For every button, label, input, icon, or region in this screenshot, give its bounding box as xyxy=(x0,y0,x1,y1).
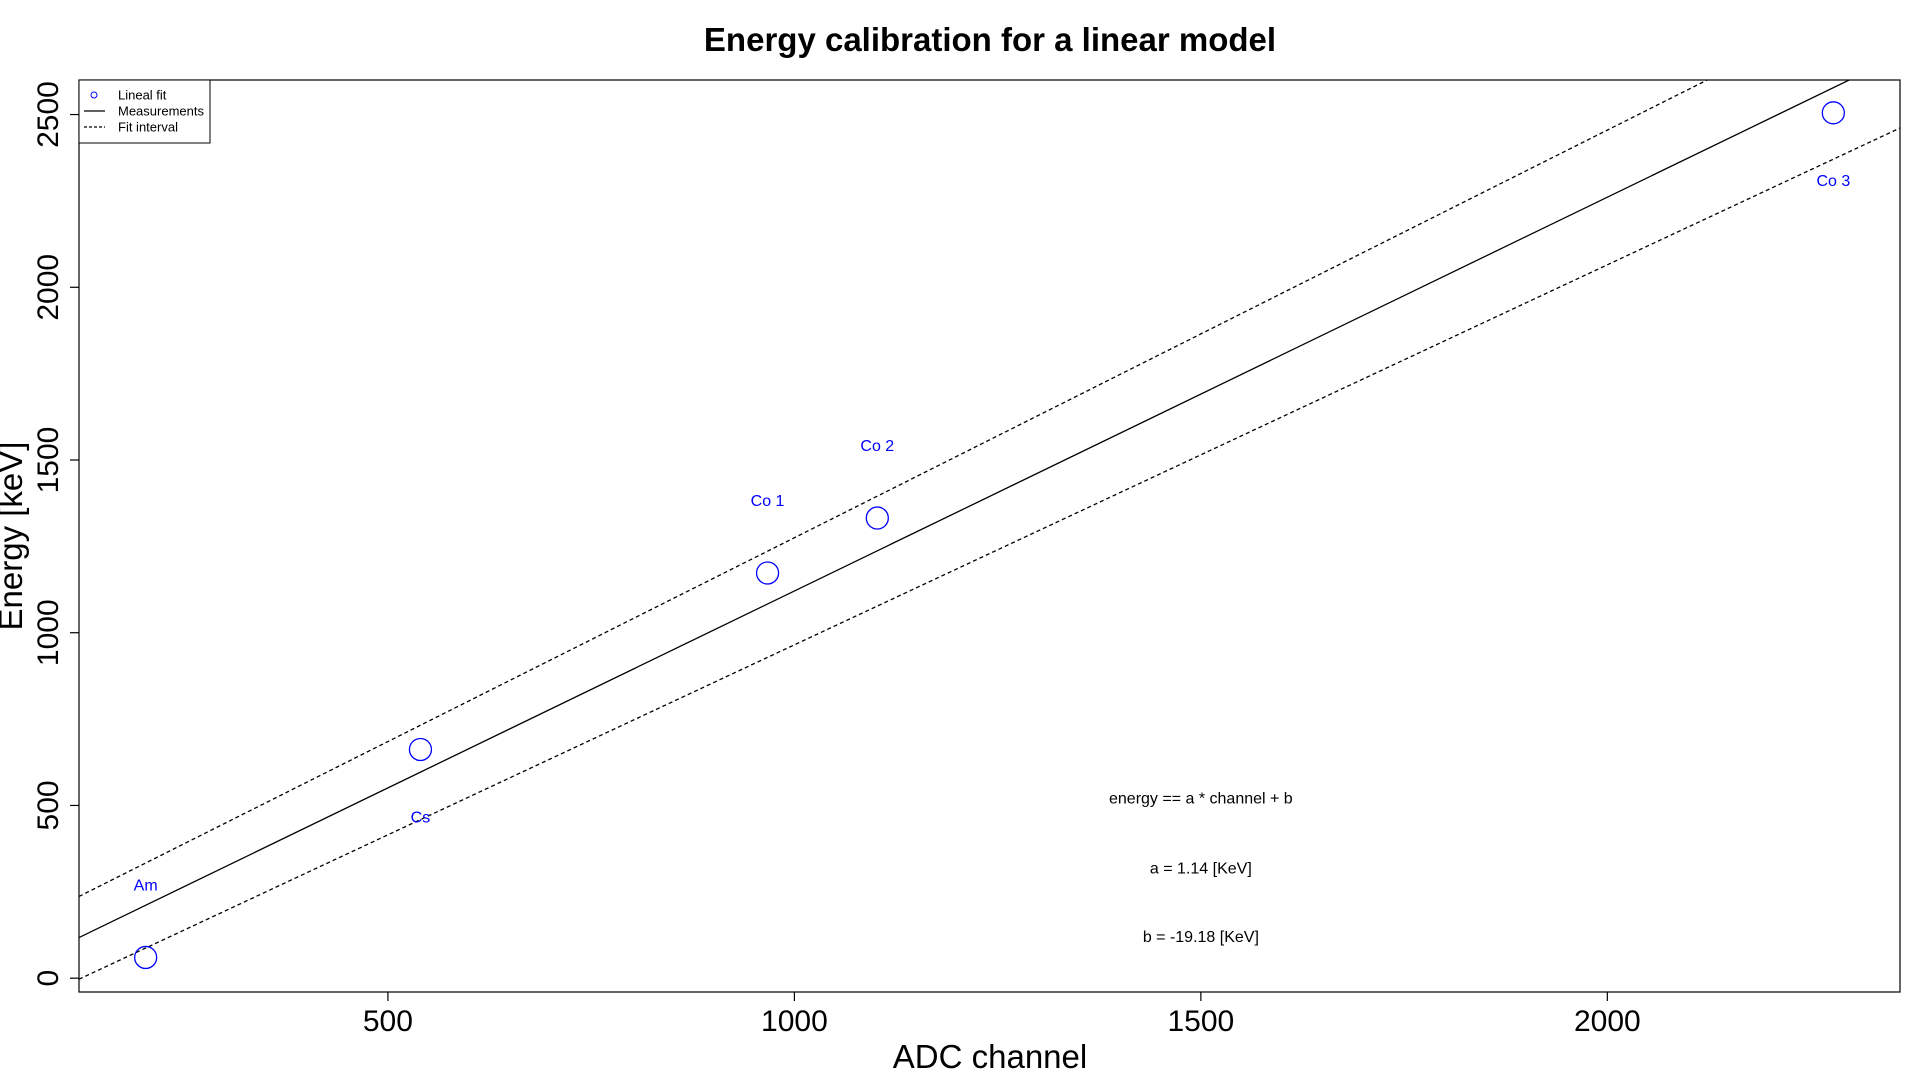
annotation-text: a = 1.14 [KeV] xyxy=(1150,861,1252,878)
x-axis-label: ADC channel xyxy=(893,1038,1087,1075)
data-point xyxy=(408,737,433,762)
plot-frame xyxy=(78,79,1901,993)
legend-entry-label: Measurements xyxy=(118,104,204,119)
annotation-text: b = -19.18 [KeV] xyxy=(1143,929,1259,946)
data-point xyxy=(134,945,158,970)
data-point xyxy=(1821,101,1845,125)
fit-interval-lower xyxy=(79,127,1900,980)
legend-point-icon xyxy=(90,91,98,99)
x-tick-label: 2000 xyxy=(1574,1005,1641,1038)
legend-entry-label: Lineal fit xyxy=(118,88,167,103)
x-tick-label: 1500 xyxy=(1167,1005,1234,1038)
chart-title: Energy calibration for a linear model xyxy=(704,21,1276,58)
y-axis-label: Energy [keV] xyxy=(0,442,29,631)
y-tick-label: 1000 xyxy=(32,599,65,666)
legend-box xyxy=(78,79,211,144)
data-point xyxy=(865,506,889,530)
point-label: Am xyxy=(134,877,158,894)
y-tick-label: 0 xyxy=(32,970,65,987)
point-label: Cs xyxy=(411,809,431,826)
annotation-text: energy == a * channel + b xyxy=(1109,791,1293,808)
point-label: Co 1 xyxy=(751,493,785,510)
x-tick-label: 500 xyxy=(363,1005,413,1038)
legend-entry-label: Fit interval xyxy=(118,120,178,135)
y-tick-label: 2000 xyxy=(32,254,65,321)
fit-interval-upper xyxy=(79,80,1709,898)
x-tick-label: 1000 xyxy=(761,1005,828,1038)
y-tick-label: 500 xyxy=(32,780,65,830)
data-point xyxy=(755,561,780,585)
fit-line xyxy=(79,80,1851,939)
point-label: Co 3 xyxy=(1816,173,1850,190)
y-tick-label: 1500 xyxy=(32,427,65,494)
point-label: Co 2 xyxy=(860,438,894,455)
y-tick-label: 2500 xyxy=(32,81,65,148)
